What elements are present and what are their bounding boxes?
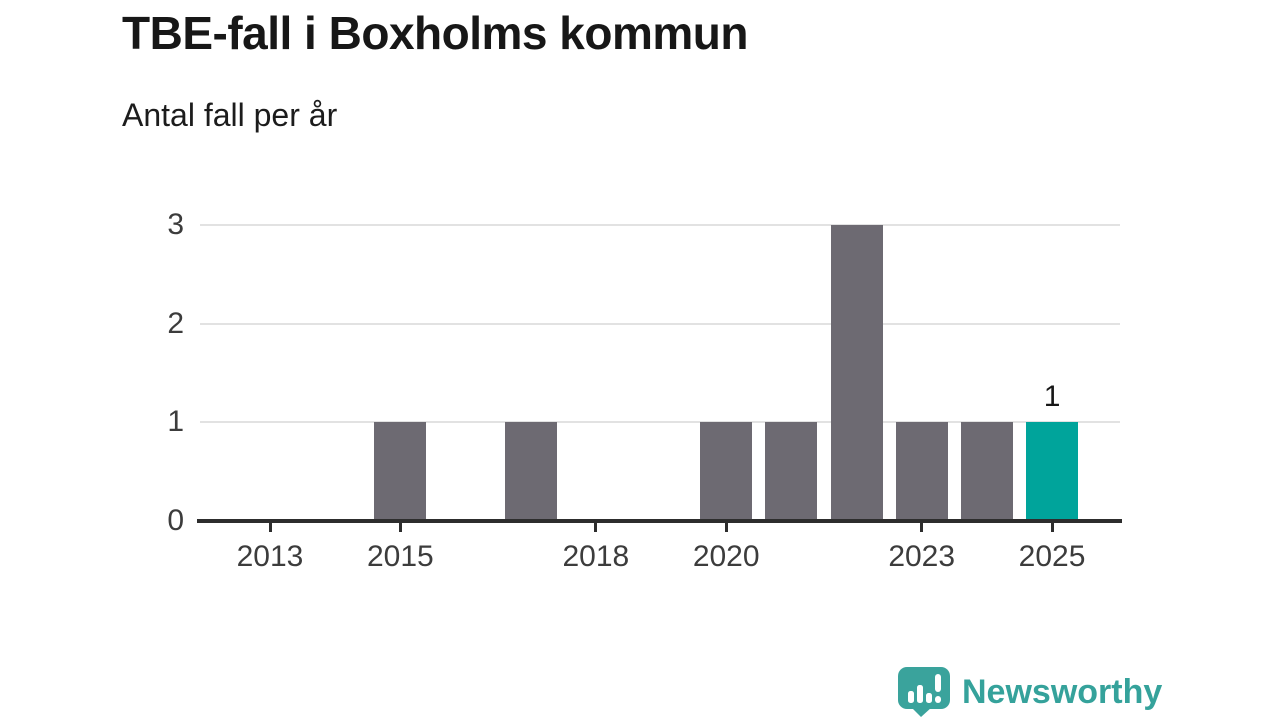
x-axis-label-2025: 2025	[1018, 540, 1086, 573]
bar-2017	[504, 422, 557, 521]
bar-2015	[374, 422, 427, 521]
brand-footer: Newsworthy	[898, 666, 1162, 718]
x-axis-label-2023: 2023	[888, 540, 956, 573]
bar-2025	[1026, 422, 1079, 521]
logo-exclamation-stem	[935, 674, 941, 692]
logo-bar-1	[908, 691, 914, 703]
brand-name: Newsworthy	[962, 673, 1163, 711]
x-axis-tick-2013	[268, 523, 272, 532]
plot-area: 0 1 2 3 2013 2015 2018 2020 2023 2025 1	[167, 207, 1122, 573]
x-axis-tick-2020	[724, 523, 728, 532]
gridline-1	[200, 421, 1120, 424]
bar-2020	[700, 422, 753, 521]
x-axis-tick-2025	[1050, 523, 1054, 532]
bar-value-label-2025: 1	[1043, 380, 1061, 414]
x-axis-line	[197, 519, 1122, 523]
y-axis-label-1: 1	[167, 405, 184, 439]
newsworthy-logo-icon	[898, 667, 950, 717]
x-axis-label-2015: 2015	[366, 540, 434, 573]
gridline-2	[200, 322, 1120, 325]
x-axis-label-2020: 2020	[692, 540, 760, 573]
y-axis-label-0: 0	[167, 504, 184, 537]
bar-2022	[830, 224, 883, 521]
x-axis-tick-2018	[594, 523, 598, 532]
bar-2021	[765, 422, 818, 521]
bar-2023	[895, 422, 948, 521]
chart-subtitle: Antal fall per år	[122, 97, 338, 133]
x-axis-tick-2023	[920, 523, 924, 532]
logo-exclamation-dot	[935, 696, 941, 703]
x-axis-label-2013: 2013	[236, 540, 304, 573]
logo-bar-2	[917, 685, 923, 703]
y-axis-label-3: 3	[167, 207, 184, 241]
chart-title: TBE-fall i Boxholms kommun	[122, 7, 748, 59]
bar-2024	[960, 422, 1013, 521]
logo-bar-3	[926, 693, 932, 703]
x-axis-tick-2015	[398, 523, 402, 532]
y-axis-label-2: 2	[167, 306, 184, 340]
x-axis-label-2018: 2018	[562, 540, 630, 573]
gridline-3	[200, 223, 1120, 226]
